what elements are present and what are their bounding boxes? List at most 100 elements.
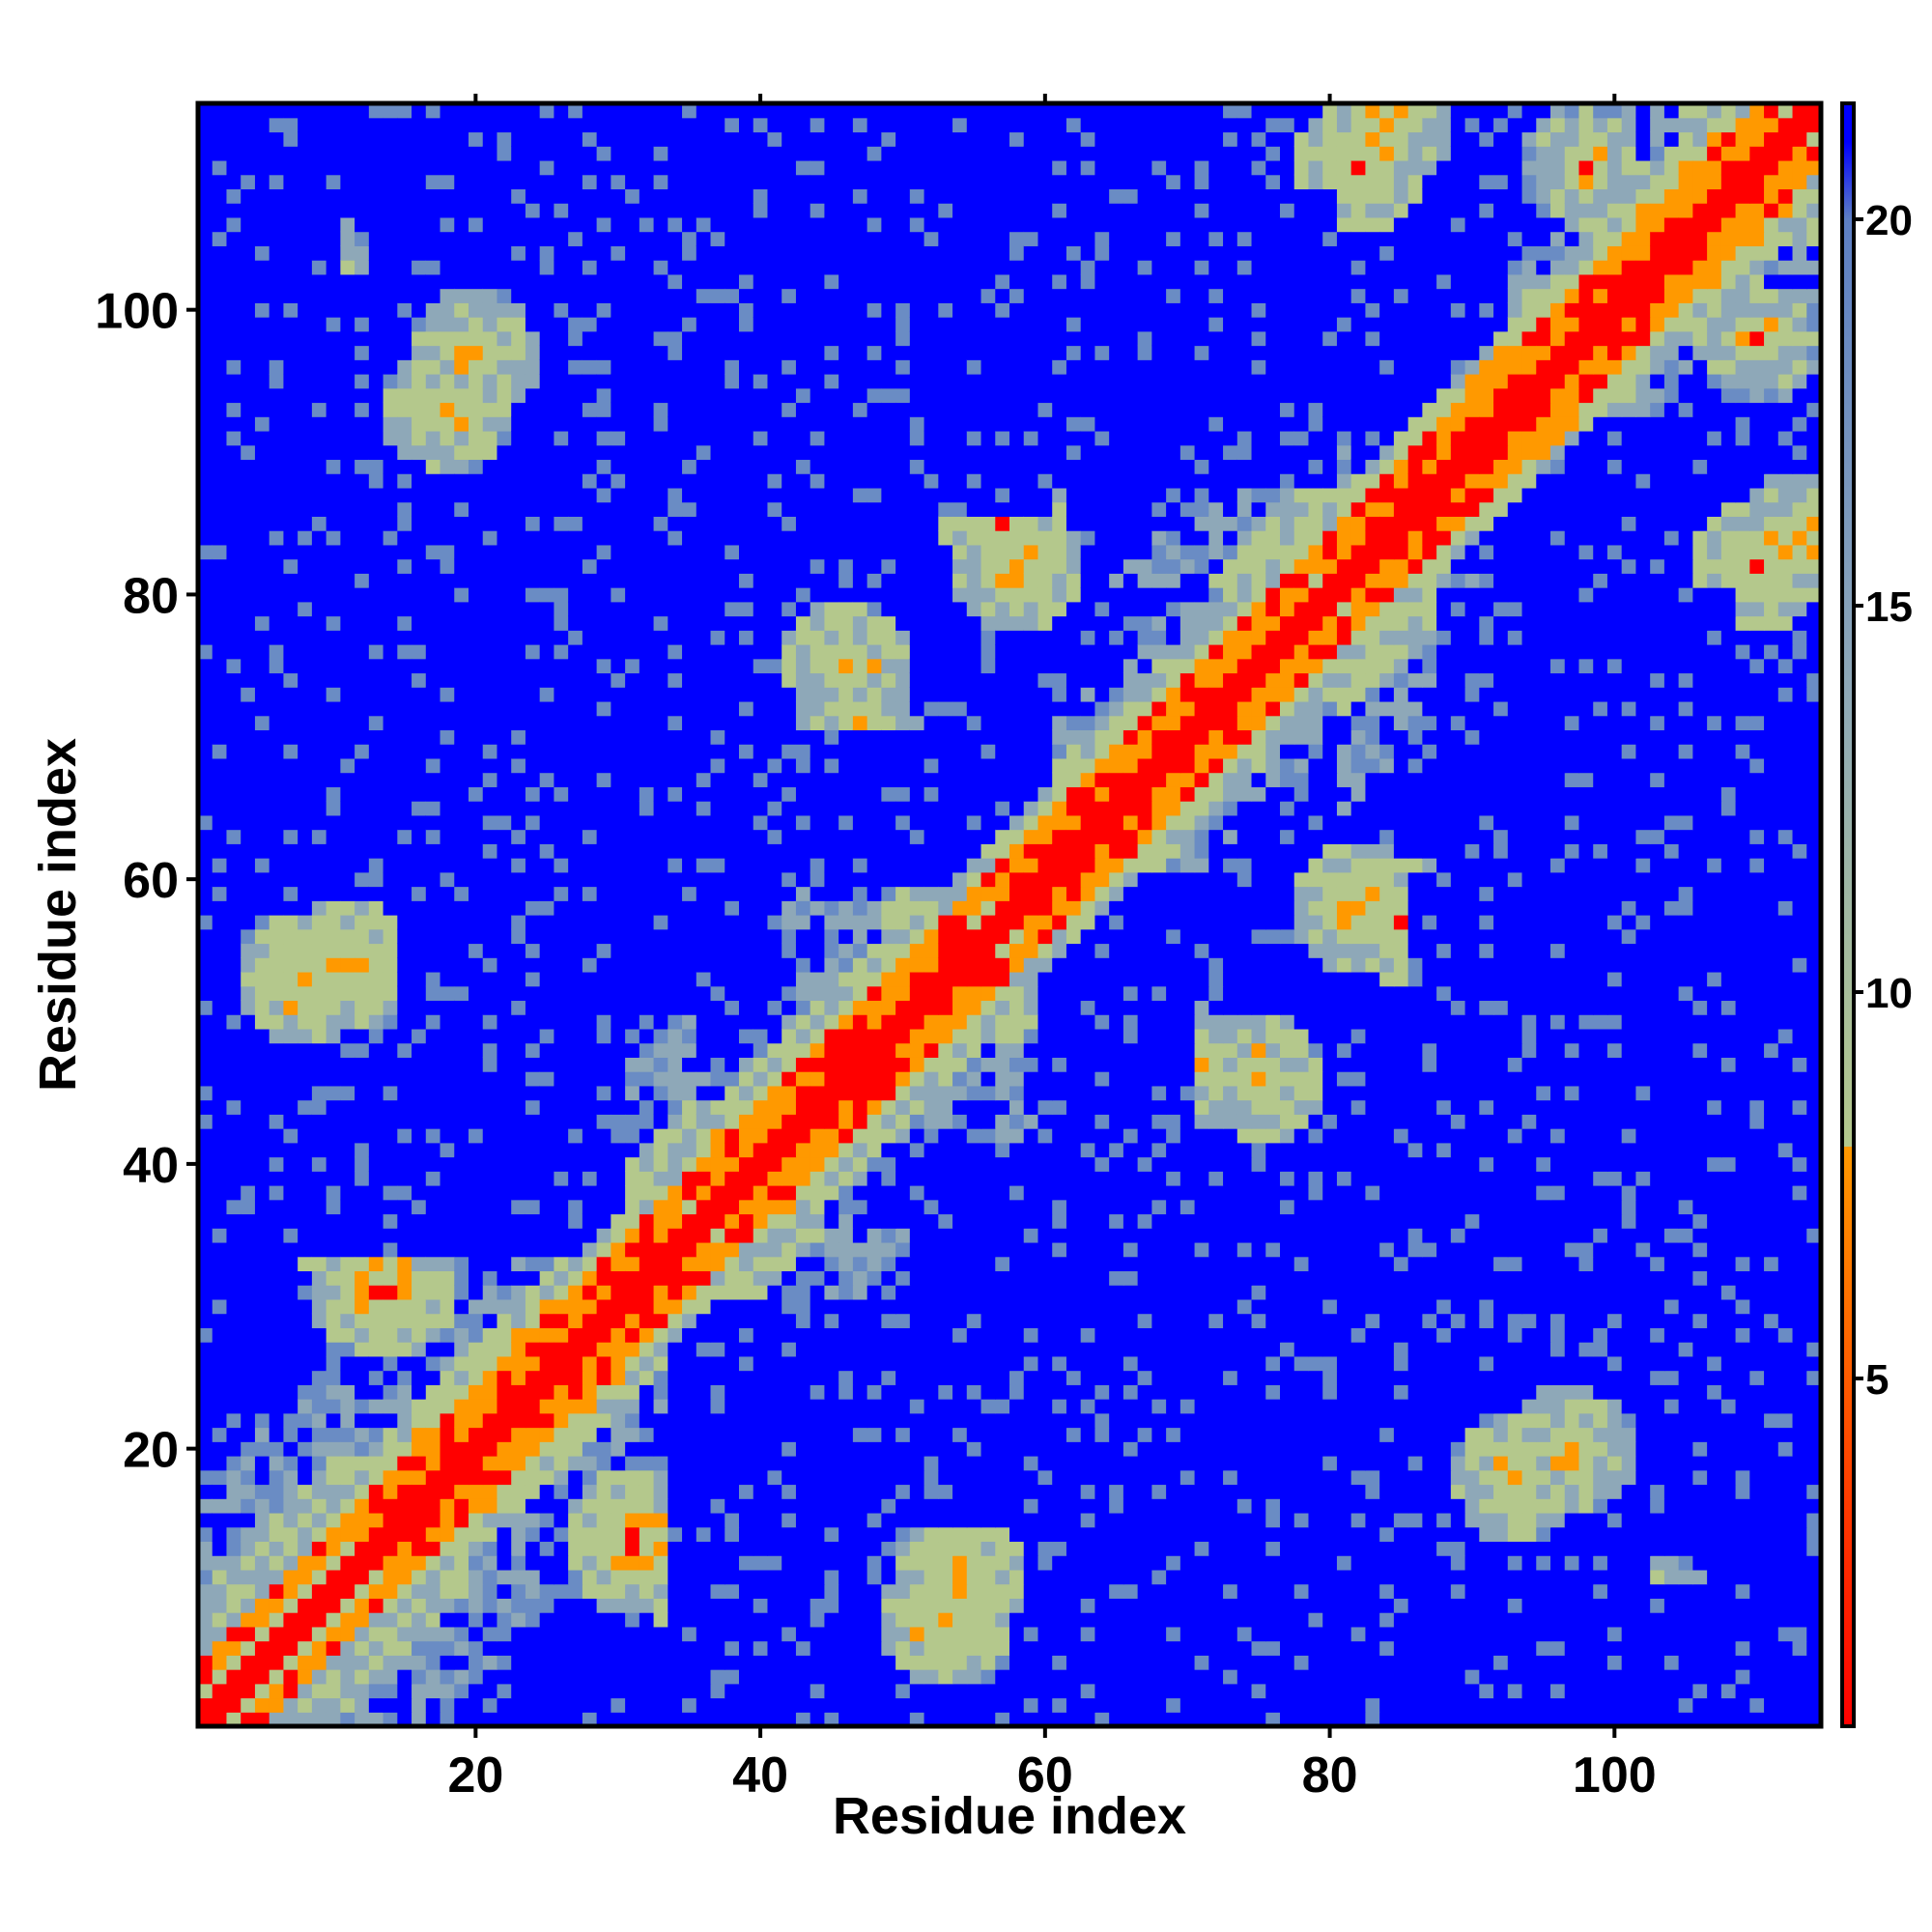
heatmap-cell bbox=[241, 1384, 256, 1400]
heatmap-cell bbox=[1621, 1626, 1637, 1642]
heatmap-cell bbox=[497, 159, 512, 176]
heatmap-cell bbox=[269, 1355, 285, 1372]
heatmap-cell bbox=[482, 1313, 498, 1328]
heatmap-cell bbox=[1650, 1655, 1665, 1670]
heatmap-cell bbox=[923, 1484, 939, 1499]
heatmap-cell bbox=[198, 1241, 213, 1258]
heatmap-cell bbox=[469, 1456, 484, 1471]
heatmap-cell bbox=[753, 1583, 769, 1599]
heatmap-cell bbox=[326, 402, 341, 417]
heatmap-cell bbox=[1336, 1626, 1352, 1642]
heatmap-cell bbox=[1564, 1541, 1580, 1556]
heatmap-cell bbox=[909, 1384, 925, 1400]
heatmap-cell bbox=[469, 1441, 484, 1457]
heatmap-cell bbox=[440, 587, 455, 603]
heatmap-cell bbox=[368, 871, 384, 888]
heatmap-cell bbox=[482, 715, 498, 731]
heatmap-cell bbox=[241, 801, 256, 816]
heatmap-cell bbox=[1393, 1583, 1409, 1599]
heatmap-cell bbox=[511, 273, 526, 290]
heatmap-cell bbox=[810, 1598, 826, 1613]
heatmap-cell bbox=[397, 687, 412, 702]
heatmap-cell bbox=[326, 886, 341, 901]
heatmap-cell bbox=[1593, 1541, 1608, 1556]
heatmap-cell bbox=[412, 1228, 427, 1243]
heatmap-cell bbox=[568, 1384, 583, 1400]
heatmap-cell bbox=[254, 729, 270, 745]
heatmap-cell bbox=[425, 1199, 441, 1215]
heatmap-cell bbox=[1137, 1469, 1152, 1486]
heatmap-cell bbox=[511, 1655, 526, 1670]
heatmap-cell bbox=[355, 1342, 370, 1357]
heatmap-cell bbox=[511, 530, 526, 546]
heatmap-cell bbox=[625, 1569, 640, 1585]
heatmap-cell bbox=[283, 473, 298, 489]
heatmap-cell bbox=[326, 729, 341, 745]
heatmap-cell bbox=[241, 131, 256, 147]
heatmap-cell bbox=[1052, 1512, 1067, 1528]
heatmap-cell bbox=[511, 886, 526, 901]
heatmap-cell bbox=[539, 1128, 555, 1144]
heatmap-cell bbox=[1137, 1412, 1152, 1429]
heatmap-cell bbox=[440, 1142, 455, 1158]
heatmap-cell bbox=[781, 1655, 797, 1670]
heatmap-cell bbox=[226, 1099, 242, 1115]
heatmap-cell bbox=[212, 188, 228, 204]
heatmap-cell bbox=[383, 1342, 398, 1357]
heatmap-cell bbox=[497, 1384, 512, 1400]
heatmap-cell bbox=[212, 117, 228, 133]
heatmap-cell bbox=[368, 288, 384, 303]
heatmap-cell bbox=[340, 1285, 355, 1300]
heatmap-cell bbox=[1436, 1412, 1452, 1429]
heatmap-cell bbox=[781, 1640, 797, 1656]
heatmap-cell bbox=[212, 843, 228, 859]
heatmap-cell bbox=[355, 772, 370, 787]
heatmap-cell bbox=[1080, 1498, 1096, 1514]
heatmap-cell bbox=[198, 957, 213, 973]
heatmap-cell bbox=[1094, 1569, 1110, 1585]
heatmap-cell bbox=[1251, 1526, 1266, 1543]
heatmap-cell bbox=[311, 216, 327, 233]
heatmap-cell bbox=[1322, 1612, 1338, 1628]
heatmap-cell bbox=[909, 1655, 925, 1670]
heatmap-cell bbox=[1663, 1469, 1680, 1486]
heatmap-cell bbox=[867, 1569, 882, 1585]
heatmap-cell bbox=[368, 1598, 384, 1613]
heatmap-cell bbox=[226, 473, 242, 489]
heatmap-cell bbox=[1236, 1669, 1253, 1685]
heatmap-cell bbox=[639, 1569, 655, 1585]
heatmap-cell bbox=[1663, 1697, 1680, 1713]
heatmap-cell bbox=[710, 1669, 725, 1685]
heatmap-cell bbox=[241, 203, 256, 218]
heatmap-cell bbox=[226, 317, 242, 332]
heatmap-cell bbox=[596, 1526, 611, 1543]
heatmap-cell bbox=[482, 915, 498, 930]
heatmap-cell bbox=[525, 943, 541, 958]
heatmap-cell bbox=[511, 943, 526, 958]
heatmap-cell bbox=[198, 1114, 213, 1129]
heatmap-cell bbox=[810, 1569, 826, 1585]
heatmap-cell bbox=[226, 1640, 242, 1656]
heatmap-cell bbox=[212, 801, 228, 816]
heatmap-cell bbox=[1663, 1427, 1680, 1442]
heatmap-cell bbox=[1208, 1598, 1224, 1613]
heatmap-cell bbox=[383, 1712, 398, 1727]
heatmap-cell bbox=[469, 928, 484, 945]
heatmap-cell bbox=[1179, 1555, 1196, 1571]
heatmap-cell bbox=[1009, 1541, 1025, 1556]
heatmap-cell bbox=[1806, 1484, 1822, 1499]
heatmap-cell bbox=[340, 672, 355, 688]
heatmap-cell bbox=[269, 1057, 285, 1072]
heatmap-cell bbox=[226, 1456, 242, 1471]
heatmap-cell bbox=[525, 1384, 541, 1400]
heatmap-cell bbox=[1792, 1469, 1807, 1486]
heatmap-cell bbox=[1536, 1541, 1551, 1556]
heatmap-cell bbox=[298, 117, 313, 133]
heatmap-cell bbox=[525, 430, 541, 446]
heatmap-cell bbox=[881, 1526, 896, 1543]
heatmap-cell bbox=[397, 829, 412, 844]
heatmap-cell bbox=[212, 416, 228, 432]
heatmap-cell bbox=[269, 1142, 285, 1158]
heatmap-cell bbox=[198, 1128, 213, 1144]
heatmap-cell bbox=[298, 1526, 313, 1543]
